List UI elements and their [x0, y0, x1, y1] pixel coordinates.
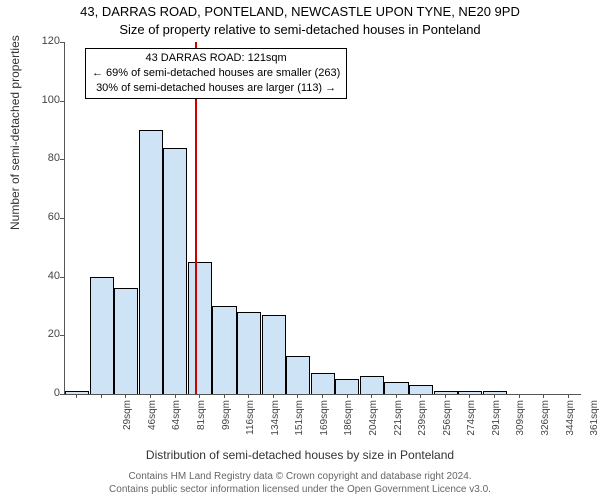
x-tick-label: 99sqm	[221, 400, 232, 450]
y-tick-label: 0	[38, 387, 60, 399]
x-tick-mark	[469, 394, 470, 398]
x-tick-mark	[347, 394, 348, 398]
footer-line-2: Contains public sector information licen…	[0, 483, 600, 496]
histogram-bar	[163, 148, 187, 394]
x-tick-label: 309sqm	[515, 400, 526, 450]
x-tick-mark	[396, 394, 397, 398]
y-tick-label: 100	[38, 94, 60, 106]
x-tick-mark	[371, 394, 372, 398]
y-tick-mark	[60, 218, 64, 219]
x-tick-label: 46sqm	[147, 400, 158, 450]
x-tick-label: 326sqm	[540, 400, 551, 450]
x-tick-mark	[199, 394, 200, 398]
x-tick-label: 29sqm	[122, 400, 133, 450]
histogram-bar	[262, 315, 286, 394]
x-tick-mark	[322, 394, 323, 398]
y-tick-label: 60	[38, 211, 60, 223]
annotation-line-2: ← 69% of semi-detached houses are smalle…	[92, 66, 340, 81]
annotation-box: 43 DARRAS ROAD: 121sqm ← 69% of semi-det…	[85, 48, 347, 99]
annotation-line-3: 30% of semi-detached houses are larger (…	[92, 81, 340, 96]
x-tick-label: 186sqm	[343, 400, 354, 450]
x-tick-label: 204sqm	[368, 400, 379, 450]
x-tick-mark	[101, 394, 102, 398]
histogram-bar	[360, 376, 384, 394]
histogram-bar	[409, 385, 433, 394]
x-tick-label: 116sqm	[245, 400, 256, 450]
histogram-bar	[237, 312, 261, 394]
chart-title-2: Size of property relative to semi-detach…	[0, 22, 600, 37]
y-axis-label: Number of semi-detached properties	[8, 35, 22, 230]
x-tick-mark	[543, 394, 544, 398]
x-tick-mark	[494, 394, 495, 398]
y-tick-label: 40	[38, 270, 60, 282]
y-tick-mark	[60, 101, 64, 102]
x-tick-mark	[273, 394, 274, 398]
x-tick-label: 291sqm	[491, 400, 502, 450]
x-axis-label: Distribution of semi-detached houses by …	[0, 448, 600, 462]
x-tick-mark	[175, 394, 176, 398]
histogram-bar	[286, 356, 310, 394]
x-tick-label: 221sqm	[393, 400, 404, 450]
x-tick-label: 64sqm	[171, 400, 182, 450]
x-tick-mark	[445, 394, 446, 398]
y-tick-mark	[60, 42, 64, 43]
x-tick-mark	[519, 394, 520, 398]
histogram-bar	[139, 130, 163, 394]
histogram-bar	[114, 288, 138, 394]
x-tick-mark	[568, 394, 569, 398]
y-tick-label: 20	[38, 328, 60, 340]
footer: Contains HM Land Registry data © Crown c…	[0, 470, 600, 496]
x-tick-label: 361sqm	[589, 400, 600, 450]
y-tick-label: 80	[38, 152, 60, 164]
x-tick-label: 274sqm	[466, 400, 477, 450]
x-tick-mark	[150, 394, 151, 398]
chart-container: { "chart": { "type": "histogram", "title…	[0, 0, 600, 500]
x-tick-label: 169sqm	[319, 400, 330, 450]
x-tick-label: 81sqm	[196, 400, 207, 450]
x-tick-label: 239sqm	[417, 400, 428, 450]
x-tick-mark	[224, 394, 225, 398]
y-tick-mark	[60, 277, 64, 278]
x-tick-label: 134sqm	[270, 400, 281, 450]
x-tick-label: 344sqm	[565, 400, 576, 450]
x-tick-mark	[125, 394, 126, 398]
y-tick-mark	[60, 335, 64, 336]
y-tick-mark	[60, 394, 64, 395]
x-tick-label: 256sqm	[442, 400, 453, 450]
x-tick-mark	[297, 394, 298, 398]
x-tick-mark	[248, 394, 249, 398]
histogram-bar	[212, 306, 236, 394]
footer-line-1: Contains HM Land Registry data © Crown c…	[0, 470, 600, 483]
plot-area: 43 DARRAS ROAD: 121sqm ← 69% of semi-det…	[64, 42, 581, 395]
histogram-bar	[384, 382, 408, 394]
histogram-bar	[311, 373, 335, 394]
chart-title-1: 43, DARRAS ROAD, PONTELAND, NEWCASTLE UP…	[0, 4, 600, 19]
x-tick-mark	[76, 394, 77, 398]
x-tick-mark	[420, 394, 421, 398]
y-tick-label: 120	[38, 35, 60, 47]
x-tick-label: 151sqm	[294, 400, 305, 450]
annotation-line-1: 43 DARRAS ROAD: 121sqm	[92, 51, 340, 66]
y-tick-mark	[60, 159, 64, 160]
histogram-bar	[90, 277, 114, 394]
histogram-bar	[335, 379, 359, 394]
histogram-bar	[188, 262, 212, 394]
